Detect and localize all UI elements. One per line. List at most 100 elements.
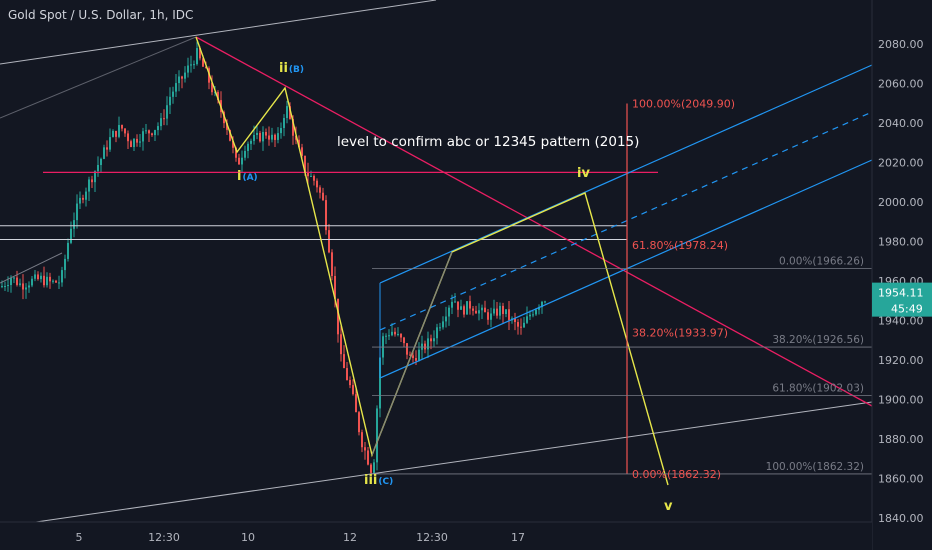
candle-body [85, 191, 87, 200]
candle-body [304, 155, 306, 173]
candle-body [277, 133, 279, 140]
candle-body [133, 138, 135, 148]
candle-body [100, 158, 102, 165]
candle-body [289, 106, 291, 119]
candle-body [136, 138, 138, 143]
candle-body [34, 274, 36, 279]
candle-body [403, 337, 405, 344]
candle-body [187, 65, 189, 73]
candle-body [16, 277, 18, 285]
candle-body [265, 131, 267, 136]
candle-body [331, 252, 333, 277]
fib-red-label-1: 61.80%(1978.24) [632, 239, 728, 252]
candle-body [160, 118, 162, 127]
candle-body [67, 242, 69, 259]
candle-body [514, 318, 516, 323]
candle-body [64, 258, 66, 271]
candle-body [7, 285, 9, 287]
candle-body [13, 277, 15, 279]
candle-body [487, 312, 489, 320]
candle-body [280, 128, 282, 134]
candle-body [370, 464, 372, 473]
candle-body [334, 276, 336, 299]
candle-body [166, 105, 168, 119]
candle-body [529, 314, 531, 317]
y-tick-2: 1880.00 [878, 433, 924, 446]
wave-label-iv: iv [577, 166, 590, 181]
candle-body [451, 301, 453, 308]
y-tick-11: 2060.00 [878, 78, 924, 91]
pattern-annotation: level to confirm abc or 12345 pattern (2… [337, 134, 639, 150]
candle-body [343, 354, 345, 369]
channel-upper [379, 64, 873, 284]
candle-body [502, 305, 504, 314]
candle-body [145, 130, 147, 132]
candle-body [394, 331, 396, 335]
candle-body [97, 164, 99, 172]
candle-body [469, 301, 471, 309]
candle-body [385, 335, 387, 337]
candle-body [328, 230, 330, 253]
x-tick-1: 12:30 [148, 531, 180, 544]
candle-body [196, 48, 198, 65]
y-tick-3: 1900.00 [878, 394, 924, 407]
candle-body [88, 179, 90, 192]
candle-body [544, 301, 546, 303]
candle-body [61, 270, 63, 283]
candle-body [442, 321, 444, 328]
candle-body [124, 128, 126, 134]
candle-body [232, 140, 234, 148]
candle-body [214, 91, 216, 93]
candle-body [256, 132, 258, 136]
fib-red-label-2: 38.20%(1933.97) [632, 326, 728, 339]
wave-label-i: i(A) [237, 169, 258, 184]
candle-body [154, 130, 156, 136]
candle-body [367, 450, 369, 465]
fib-gray-label-3: 100.00%(1862.32) [766, 461, 864, 473]
candle-body [199, 48, 201, 59]
candle-body [181, 76, 183, 79]
candle-body [178, 76, 180, 84]
candle-body [475, 310, 477, 314]
candle-body [322, 192, 324, 201]
candle-body [109, 137, 111, 150]
upper-trendline-faint [0, 36, 197, 119]
chart-title: Gold Spot / U.S. Dollar, 1h, IDC [8, 8, 194, 22]
candle-body [112, 130, 114, 138]
candle-body [10, 278, 12, 286]
candle-body [349, 380, 351, 386]
candle-body [526, 316, 528, 323]
candle-body [40, 275, 42, 280]
candle-body [430, 338, 432, 342]
y-tick-1: 1860.00 [878, 473, 924, 486]
candle-body [91, 179, 93, 183]
candle-body [235, 147, 237, 158]
candle-body [82, 197, 84, 200]
fib-gray-label-2: 61.80%(1902.03) [772, 382, 864, 394]
wave-label-ii: ii(B) [279, 61, 304, 76]
candle-body [400, 333, 402, 338]
candle-body [127, 133, 129, 142]
candle-body [22, 283, 24, 290]
candle-body [226, 123, 228, 130]
candle-body [457, 301, 459, 310]
left-trendline [0, 252, 63, 284]
candle-body [538, 307, 540, 310]
candle-body [175, 83, 177, 92]
candle-body [535, 309, 537, 315]
candle-body [25, 287, 27, 290]
candle-body [481, 307, 483, 311]
candle-body [274, 134, 276, 140]
candle-body [472, 308, 474, 311]
upper-trendline [0, 0, 437, 65]
candle-body [28, 285, 30, 288]
y-tick-5: 1940.00 [878, 315, 924, 328]
price-badge-countdown: 45:49 [891, 303, 923, 316]
candle-body [493, 308, 495, 314]
y-tick-0: 1840.00 [878, 512, 924, 525]
candle-body [298, 139, 300, 148]
candle-body [379, 357, 381, 409]
candle-body [4, 286, 6, 288]
candle-body [463, 306, 465, 315]
